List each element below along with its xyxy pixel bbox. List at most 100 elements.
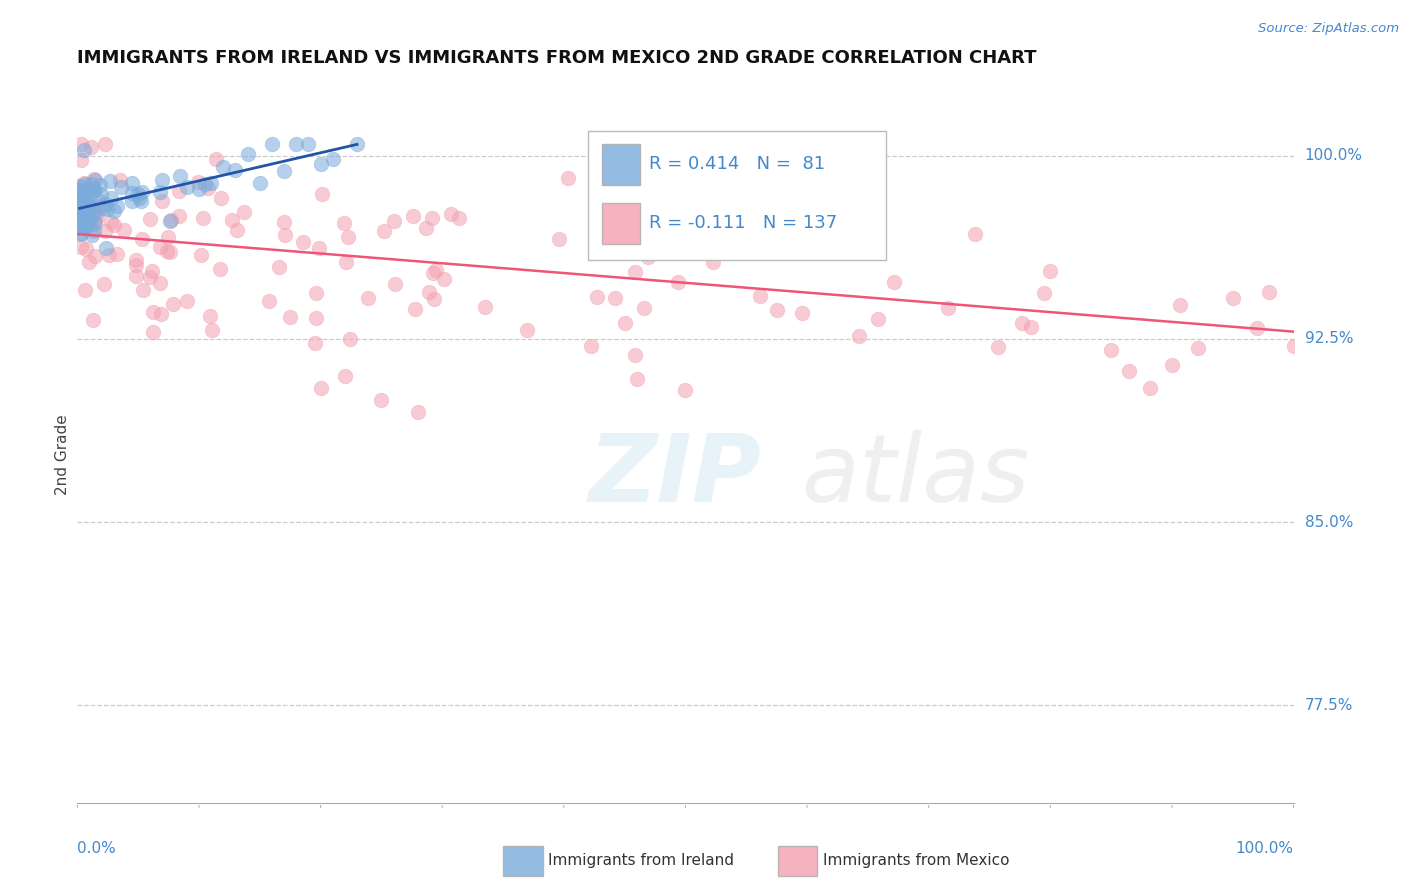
Point: [94, 136, 117, 151]
Point: [69, 215, 91, 229]
Point: [418, 285, 440, 300]
Point: [76, 183, 98, 197]
Point: [308, 241, 330, 255]
Point: [297, 136, 319, 151]
Point: [1246, 321, 1268, 335]
Point: [148, 185, 170, 199]
Point: [335, 255, 357, 269]
Point: [613, 317, 636, 331]
Point: [80, 227, 103, 242]
Point: [139, 211, 162, 226]
Point: [273, 215, 295, 229]
Point: [883, 275, 905, 289]
Point: [70, 153, 93, 167]
Point: [249, 177, 271, 191]
Point: [333, 216, 356, 230]
Point: [191, 211, 214, 226]
Point: [77, 255, 100, 269]
Y-axis label: 2nd Grade: 2nd Grade: [55, 415, 70, 495]
Point: [83, 172, 105, 186]
Point: [274, 228, 297, 243]
Point: [987, 340, 1010, 354]
Point: [77, 206, 100, 220]
Point: [792, 306, 814, 320]
Point: [69, 189, 91, 203]
Point: [77, 194, 100, 209]
Text: Immigrants from Mexico: Immigrants from Mexico: [823, 854, 1010, 868]
Point: [69, 205, 91, 219]
Point: [70, 240, 93, 254]
Point: [201, 323, 224, 337]
Point: [425, 262, 447, 277]
Point: [422, 266, 444, 280]
Point: [69, 227, 91, 242]
Point: [236, 146, 259, 161]
Point: [96, 241, 118, 255]
Point: [384, 277, 406, 292]
Point: [152, 173, 174, 187]
Point: [69, 196, 91, 211]
Point: [623, 265, 645, 279]
Point: [1168, 298, 1191, 312]
Point: [1139, 380, 1161, 394]
Point: [382, 214, 405, 228]
Text: 92.5%: 92.5%: [1305, 332, 1353, 346]
Point: [93, 277, 115, 292]
Point: [309, 381, 332, 395]
Point: [259, 293, 281, 308]
Point: [75, 242, 97, 256]
Point: [80, 139, 103, 153]
Point: [156, 230, 179, 244]
Point: [125, 253, 148, 268]
Point: [83, 172, 105, 186]
Point: [1222, 291, 1244, 305]
Point: [586, 290, 609, 304]
Text: IMMIGRANTS FROM IRELAND VS IMMIGRANTS FROM MEXICO 2ND GRADE CORRELATION CHART: IMMIGRANTS FROM IRELAND VS IMMIGRANTS FR…: [77, 49, 1036, 67]
Point: [186, 175, 208, 189]
Point: [150, 306, 173, 320]
Point: [128, 191, 150, 205]
Point: [339, 332, 361, 346]
Point: [77, 217, 100, 231]
Point: [209, 262, 232, 277]
Point: [69, 202, 91, 217]
Point: [1118, 364, 1140, 378]
Point: [370, 392, 392, 407]
Point: [131, 185, 153, 199]
Text: 100.0%: 100.0%: [1236, 841, 1294, 856]
Point: [167, 185, 190, 199]
Point: [70, 196, 93, 211]
Point: [105, 247, 128, 261]
Text: Immigrants from Ireland: Immigrants from Ireland: [548, 854, 734, 868]
Point: [633, 301, 655, 315]
Point: [232, 204, 254, 219]
Point: [624, 348, 647, 362]
Point: [766, 303, 789, 318]
Point: [516, 323, 538, 337]
Point: [285, 136, 308, 151]
Point: [84, 210, 107, 224]
Point: [112, 222, 135, 236]
Point: [80, 178, 103, 192]
Text: R = 0.414   N =  81: R = 0.414 N = 81: [650, 155, 825, 173]
Point: [474, 300, 496, 314]
Point: [357, 291, 380, 305]
Point: [322, 152, 344, 166]
Point: [433, 271, 456, 285]
Point: [159, 245, 181, 260]
Point: [110, 173, 132, 187]
Text: 100.0%: 100.0%: [1305, 148, 1362, 163]
Point: [197, 181, 219, 195]
Point: [70, 226, 93, 240]
Point: [100, 215, 122, 229]
Point: [72, 192, 94, 206]
Point: [75, 216, 97, 230]
Point: [84, 249, 107, 263]
Point: [129, 194, 152, 208]
Point: [90, 186, 112, 201]
Point: [936, 301, 959, 315]
Point: [70, 137, 93, 152]
Point: [169, 169, 191, 183]
Point: [93, 201, 115, 215]
Point: [73, 192, 96, 206]
